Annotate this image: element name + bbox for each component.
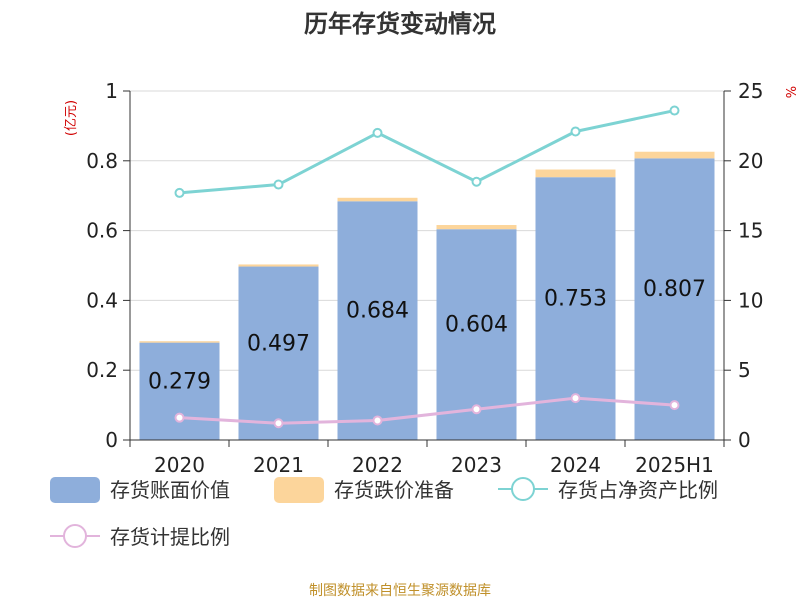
legend-swatch	[274, 477, 324, 503]
line-point	[570, 393, 581, 404]
bar-value-label: 0.497	[247, 331, 310, 356]
line-point	[669, 400, 680, 411]
bar-impairment-reserve	[139, 341, 220, 343]
bar-impairment-reserve	[436, 225, 517, 230]
line-point	[570, 126, 581, 137]
right-tick-label: 15	[738, 219, 763, 243]
right-axis-unit: %	[785, 86, 800, 98]
left-tick-label: 1	[105, 79, 118, 103]
x-tick-label: 2020	[154, 453, 205, 477]
line-point	[174, 187, 185, 198]
left-axis-unit: (亿元)	[64, 100, 79, 136]
legend-marker	[511, 477, 535, 501]
left-tick-label: 0.2	[86, 358, 118, 382]
bar-impairment-reserve	[337, 197, 418, 202]
bar-impairment-reserve	[238, 264, 319, 267]
legend-swatch	[50, 477, 100, 503]
left-tick-label: 0.6	[86, 219, 118, 243]
right-tick-label: 20	[738, 149, 763, 173]
line-point	[273, 418, 284, 429]
line-point	[174, 412, 185, 423]
data-labels: 0.279 0.497 0.684 0.604 0.753 0.807	[148, 277, 706, 394]
bar-impairment-reserve	[535, 169, 616, 178]
bar-value-label: 0.604	[445, 313, 508, 338]
line-point	[471, 404, 482, 415]
bar-book-value	[337, 201, 418, 440]
legend-marker	[63, 524, 87, 548]
legend-label: 存货跌价准备	[334, 478, 454, 502]
line-point	[372, 415, 383, 426]
left-tick-label: 0	[105, 428, 118, 452]
line-provision-ratio	[179, 396, 675, 425]
legend-label: 存货占净资产比例	[558, 478, 718, 502]
left-tick-label: 0.4	[86, 288, 118, 312]
legend-label: 存货账面价值	[110, 478, 230, 502]
x-tick-label: 2025H1	[635, 453, 714, 477]
legend-label: 存货计提比例	[110, 525, 230, 549]
right-tick-label: 10	[738, 288, 763, 312]
x-tick-label: 2024	[550, 453, 601, 477]
line-point	[669, 105, 680, 116]
gridlines	[130, 90, 724, 371]
bar-value-label: 0.279	[148, 369, 211, 394]
x-tick-label: 2022	[352, 453, 403, 477]
left-tick-label: 0.8	[86, 149, 118, 173]
chart-title: 历年存货变动情况	[304, 10, 496, 38]
line-point	[372, 127, 383, 138]
line-point	[273, 179, 284, 190]
bar-value-label: 0.807	[643, 277, 706, 302]
right-tick-label: 5	[738, 358, 751, 382]
bar-impairment-reserve	[634, 151, 715, 159]
bar-series	[139, 151, 715, 440]
source-note: 制图数据来自恒生聚源数据库	[309, 583, 491, 599]
x-tick-label: 2023	[451, 453, 502, 477]
line-net-asset-ratio	[179, 109, 675, 195]
bar-book-value	[238, 266, 319, 440]
right-tick-label: 0	[738, 428, 751, 452]
line-point	[471, 176, 482, 187]
bar-book-value	[139, 342, 220, 440]
line-series	[174, 105, 680, 429]
bar-book-value	[634, 158, 715, 440]
x-tick-label: 2021	[253, 453, 304, 477]
bar-value-label: 0.753	[544, 287, 607, 312]
bar-value-label: 0.684	[346, 299, 409, 324]
right-tick-label: 25	[738, 79, 763, 103]
